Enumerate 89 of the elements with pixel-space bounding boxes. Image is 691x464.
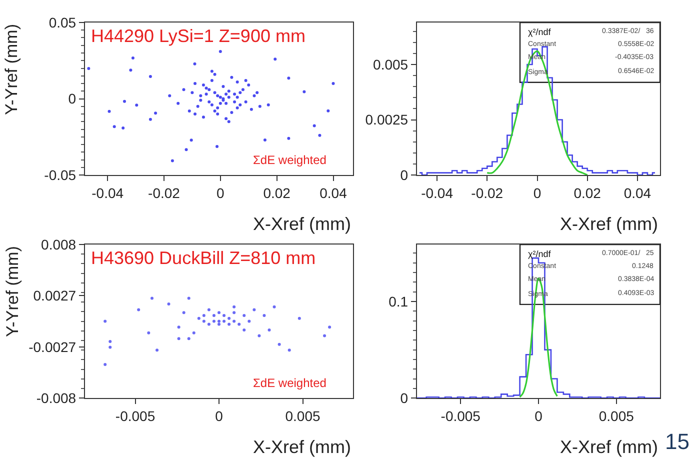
y-tick-label: 0 — [68, 90, 76, 107]
x-axis-title: X-Xref (mm) — [560, 214, 658, 234]
point — [104, 320, 107, 323]
point — [328, 326, 332, 329]
point — [242, 314, 246, 318]
point — [228, 316, 231, 320]
point — [298, 316, 301, 320]
x-tick-label: -0.005 — [440, 408, 481, 424]
point — [212, 314, 216, 318]
x-tick-label: 0.005 — [285, 408, 320, 424]
point — [150, 296, 154, 300]
x-tick-label: 0 — [533, 184, 542, 201]
point — [238, 322, 241, 326]
line-series — [519, 278, 558, 398]
x-tick-label: 0 — [216, 184, 225, 201]
x-tick-label: -0.02 — [148, 184, 180, 201]
point — [177, 337, 180, 340]
point — [197, 316, 200, 320]
point — [218, 320, 220, 323]
point — [207, 322, 210, 326]
x-tick-label: -0.04 — [92, 184, 124, 201]
x-tick-label: 0.04 — [624, 184, 652, 201]
point — [232, 311, 236, 314]
y-tick-label: -0.008 — [36, 390, 76, 406]
y-tick-label: 0.1 — [388, 293, 408, 310]
point — [108, 340, 112, 343]
point — [232, 305, 236, 308]
text: 15 — [665, 429, 690, 454]
point — [222, 314, 226, 318]
point — [202, 314, 206, 318]
y-tick-label: -0.0027 — [28, 338, 76, 355]
y-tick-label: 0 — [400, 390, 408, 406]
y-tick-label: -0.05 — [44, 166, 76, 183]
x-axis-title: X-Xref (mm) — [560, 437, 658, 457]
point — [222, 320, 226, 323]
point — [104, 362, 107, 366]
point — [147, 331, 150, 334]
y-tick-label: 0.05 — [48, 14, 76, 30]
point — [218, 311, 220, 314]
point — [187, 337, 190, 340]
x-tick-label: 0.02 — [574, 184, 602, 201]
x-tick-label: 0 — [534, 408, 543, 424]
annotation: ΣdE weighted — [253, 153, 326, 167]
point — [262, 314, 266, 318]
x-tick-label: 0.005 — [598, 408, 634, 424]
x-tick-label: 0.02 — [263, 184, 291, 201]
x-tick-label: 0.04 — [320, 184, 348, 201]
point — [192, 331, 196, 334]
x-axis-title: X-Xref (mm) — [253, 437, 351, 457]
point — [207, 308, 210, 312]
point — [228, 322, 231, 326]
point — [252, 308, 256, 312]
point — [288, 348, 291, 352]
y-tick-label: 0.008 — [41, 236, 76, 252]
annotation: ΣdE weighted — [253, 376, 326, 390]
x-tick-label: -0.02 — [471, 184, 504, 201]
annotation: χ²/ndf — [528, 249, 552, 259]
point — [323, 334, 326, 338]
y-tick-label: 0.0027 — [33, 288, 76, 304]
x-tick-label: 0 — [215, 408, 224, 424]
point — [108, 346, 112, 349]
annotation: χ²/ndf — [528, 27, 552, 37]
y-tick-label: 0 — [400, 166, 408, 183]
y-tick-label: 0.0025 — [365, 112, 408, 128]
point — [187, 296, 190, 300]
point — [248, 320, 251, 323]
x-tick-label: -0.04 — [421, 184, 454, 201]
annotation: H44290 LySi=1 Z=900 mm — [91, 26, 306, 46]
point — [202, 320, 206, 323]
point — [167, 302, 170, 306]
point — [268, 328, 271, 332]
annotation: H43690 DuckBill Z=810 mm — [91, 248, 316, 268]
point — [278, 342, 281, 346]
y-axis-title: Y-Yref (mm) — [2, 24, 22, 115]
point — [218, 322, 220, 326]
line-series — [486, 50, 588, 176]
point — [137, 308, 140, 312]
point — [232, 320, 236, 323]
point — [182, 311, 186, 314]
point — [258, 334, 261, 338]
point — [272, 305, 276, 308]
x-axis-title: X-Xref (mm) — [253, 214, 351, 234]
y-axis-title: Y-Yref (mm) — [2, 246, 22, 338]
point — [177, 326, 180, 329]
point — [242, 328, 246, 332]
point — [212, 320, 216, 323]
y-tick-label: 0.005 — [373, 56, 408, 72]
x-tick-label: -0.005 — [115, 408, 156, 424]
point — [156, 348, 159, 352]
